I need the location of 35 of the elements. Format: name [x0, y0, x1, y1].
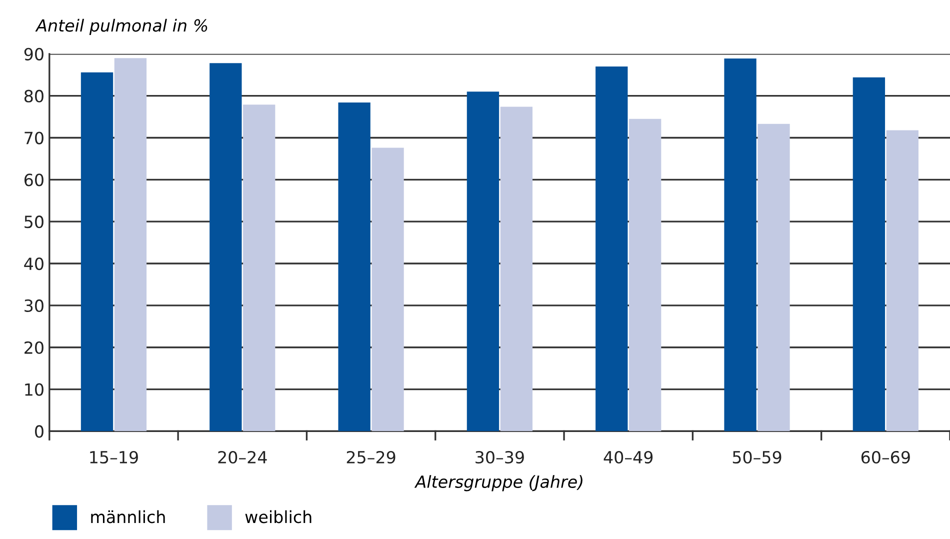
x-tick-label: 20–24 [218, 450, 267, 464]
x-tick-label: 25–29 [346, 450, 396, 464]
legend-label: männlich [91, 510, 165, 524]
bar [466, 92, 500, 432]
x-tick-label: 60–69 [861, 450, 910, 464]
bar [500, 106, 533, 432]
bar [210, 63, 242, 432]
y-axis-title: Anteil pulmonal in % [35, 18, 208, 35]
bar [629, 118, 662, 432]
y-tick-label: 40 [24, 257, 44, 270]
bar [886, 130, 918, 432]
y-tick-label: 70 [24, 132, 44, 144]
bar [852, 77, 886, 432]
y-tick-label: 0 [35, 425, 44, 438]
bar [114, 58, 147, 432]
bar [596, 66, 628, 432]
x-tick-label: 50–59 [732, 450, 782, 464]
bar [758, 124, 790, 432]
bar [724, 58, 756, 432]
bar [338, 102, 370, 432]
x-tick-label: 30–39 [476, 450, 524, 464]
y-tick-label: 30 [24, 299, 44, 312]
y-tick-label: 90 [24, 48, 44, 60]
x-axis-title: Altersgruppe (Jahre) [414, 475, 582, 492]
y-tick-label: 20 [24, 341, 44, 354]
y-tick-label: 60 [24, 174, 44, 186]
y-tick-label: 50 [24, 216, 44, 228]
y-tick-label: 80 [24, 90, 44, 102]
y-tick-label: 10 [25, 383, 44, 396]
bar [243, 104, 276, 432]
bar [372, 148, 404, 432]
x-tick-label: 40–49 [604, 450, 653, 464]
x-tick-label: 15–19 [90, 450, 138, 464]
bar [80, 72, 114, 432]
legend-label: weiblich [245, 510, 312, 524]
